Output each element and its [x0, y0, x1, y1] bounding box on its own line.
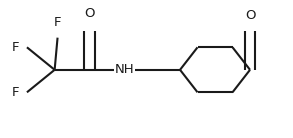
- Text: F: F: [12, 86, 20, 99]
- Text: NH: NH: [115, 63, 134, 76]
- Text: F: F: [12, 41, 20, 54]
- Text: O: O: [245, 9, 255, 22]
- Text: F: F: [54, 16, 61, 29]
- Text: O: O: [84, 7, 95, 20]
